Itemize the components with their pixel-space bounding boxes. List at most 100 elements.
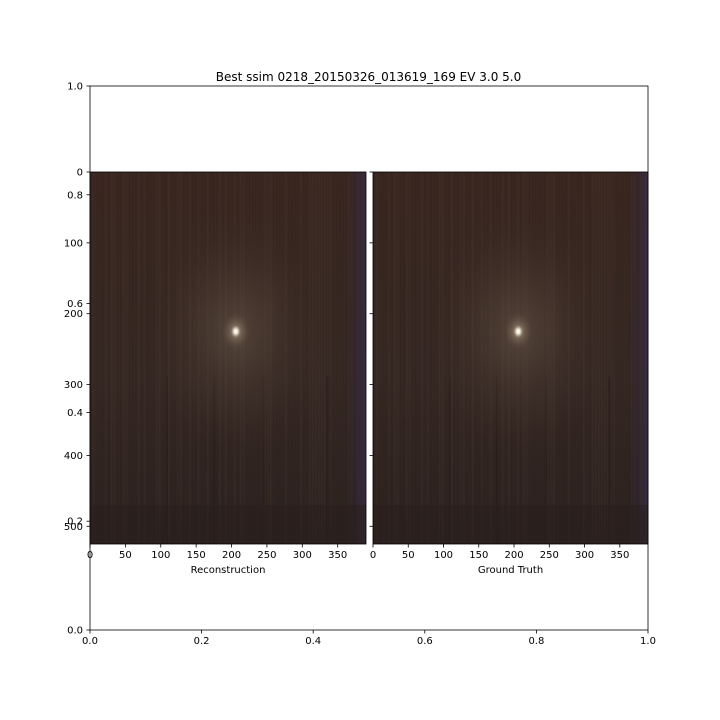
reconstruction-x-tick-label: 150 (187, 550, 206, 561)
outer-y-tick-label: 0.2 (67, 517, 83, 528)
reconstruction-image-edge (346, 172, 366, 544)
outer-y-tick-label: 1.0 (67, 82, 83, 93)
ground-truth-texture-stripe (388, 172, 390, 544)
reconstruction-texture-stripe (120, 172, 122, 544)
reconstruction-x-tick-label: 50 (119, 550, 132, 561)
reconstruction-texture-stripe (105, 172, 107, 544)
outer-y-ticks: 0.0 0.2 0.4 0.6 0.8 1.0 (67, 82, 90, 637)
reconstruction-texture-stripe (117, 172, 119, 544)
outer-x-tick-label: 0.0 (82, 636, 98, 647)
ground-truth-axes: 0 50 100 150 200 250 300 350 Ground Truth (369, 171, 649, 576)
reconstruction-bright-spot (221, 313, 250, 350)
reconstruction-x-tick-label: 200 (222, 550, 241, 561)
ground-truth-texture-stripe (409, 172, 411, 544)
reconstruction-texture-stripe (132, 172, 134, 544)
reconstruction-texture-stripe (336, 172, 338, 544)
reconstruction-x-tick-label: 250 (257, 550, 276, 561)
outer-x-tick-label: 0.2 (194, 636, 210, 647)
reconstruction-y-tick-label: 100 (64, 238, 83, 249)
reconstruction-texture-stripe (111, 172, 113, 544)
ground-truth-texture-stripe (421, 172, 423, 544)
ground-truth-x-tick-label: 150 (469, 550, 488, 561)
ground-truth-texture-stripe (412, 172, 414, 544)
outer-x-tick-label: 0.4 (305, 636, 321, 647)
reconstruction-x-tick-label: 0 (87, 550, 93, 561)
ground-truth-texture-stripe (391, 172, 393, 544)
ground-truth-x-tick-label: 300 (575, 550, 594, 561)
ground-truth-texture-stripe (415, 172, 417, 544)
outer-x-ticks: 0.0 0.2 0.4 0.6 0.8 1.0 (82, 630, 656, 647)
ground-truth-image (373, 172, 648, 544)
ground-truth-texture-stripe (400, 172, 402, 544)
figure-title: Best ssim 0218_20150326_013619_169 EV 3.… (216, 70, 521, 84)
ground-truth-texture-stripe (619, 172, 621, 544)
ground-truth-texture-stripe (625, 172, 627, 544)
ground-truth-texture-stripe (406, 172, 408, 544)
reconstruction-y-tick-label: 400 (64, 451, 83, 462)
reconstruction-texture-stripe (93, 172, 95, 544)
ground-truth-x-tick-label: 100 (434, 550, 453, 561)
ground-truth-texture-stripe (613, 172, 615, 544)
reconstruction-y-tick-label: 300 (64, 380, 83, 391)
reconstruction-y-ticks: 0 100 200 300 400 500 (64, 168, 90, 533)
outer-y-tick-label: 0.6 (67, 299, 83, 310)
reconstruction-texture-stripe (114, 172, 116, 544)
reconstruction-texture-stripe (339, 172, 341, 544)
outer-y-tick-label: 0.4 (67, 408, 83, 419)
reconstruction-x-ticks: 0 50 100 150 200 250 300 350 (87, 544, 347, 561)
ground-truth-texture-stripe (403, 172, 405, 544)
reconstruction-texture-stripe (345, 172, 347, 544)
reconstruction-texture-stripe (138, 172, 140, 544)
reconstruction-image (90, 172, 366, 544)
reconstruction-texture-stripe (141, 172, 143, 544)
reconstruction-texture-stripe (342, 172, 344, 544)
outer-x-tick-label: 1.0 (640, 636, 656, 647)
outer-x-tick-label: 0.6 (417, 636, 433, 647)
ground-truth-x-tick-label: 0 (370, 550, 376, 561)
outer-x-tick-label: 0.8 (528, 636, 544, 647)
reconstruction-texture-stripe (108, 172, 110, 544)
reconstruction-x-tick-label: 300 (293, 550, 312, 561)
ground-truth-texture-stripe (385, 172, 387, 544)
reconstruction-y-tick-label: 200 (64, 309, 83, 320)
ground-truth-frame (372, 171, 649, 545)
reconstruction-texture-stripe (129, 172, 131, 544)
ground-truth-x-tick-label: 200 (504, 550, 523, 561)
ground-truth-texture-stripe (622, 172, 624, 544)
reconstruction-axes: 0 50 100 150 200 250 300 350 0 100 200 300 400 500 R… (64, 168, 367, 576)
reconstruction-x-tick-label: 350 (328, 550, 347, 561)
ground-truth-texture-stripe (616, 172, 618, 544)
ground-truth-texture-stripe (424, 172, 426, 544)
ground-truth-y-ticks (369, 171, 373, 527)
ground-truth-x-tick-label: 50 (402, 550, 415, 561)
reconstruction-image-ground (90, 505, 366, 544)
reconstruction-texture-stripe (333, 172, 335, 544)
ground-truth-image-edge (628, 172, 648, 544)
reconstruction-frame (89, 171, 367, 545)
ground-truth-texture-stripe (376, 172, 378, 544)
reconstruction-xlabel: Reconstruction (191, 565, 266, 576)
reconstruction-texture-stripe (102, 172, 104, 544)
ground-truth-image-ground (373, 505, 648, 544)
ground-truth-xlabel: Ground Truth (478, 565, 543, 576)
ground-truth-x-ticks: 0 50 100 150 200 250 300 350 (370, 544, 629, 561)
ground-truth-texture-stripe (394, 172, 396, 544)
ground-truth-texture-stripe (373, 172, 375, 544)
ground-truth-bright-spot (504, 313, 533, 350)
ground-truth-texture-stripe (379, 172, 381, 544)
ground-truth-texture-stripe (382, 172, 384, 544)
outer-y-tick-label: 0.0 (67, 626, 83, 637)
reconstruction-x-tick-label: 100 (151, 550, 170, 561)
ground-truth-x-tick-label: 250 (540, 550, 559, 561)
ground-truth-x-tick-label: 350 (610, 550, 629, 561)
reconstruction-texture-stripe (135, 172, 137, 544)
reconstruction-texture-stripe (330, 172, 332, 544)
reconstruction-texture-stripe (123, 172, 125, 544)
reconstruction-texture-stripe (99, 172, 101, 544)
ground-truth-texture-stripe (397, 172, 399, 544)
reconstruction-y-tick-label: 500 (64, 522, 83, 533)
reconstruction-y-tick-label: 0 (77, 168, 83, 179)
ground-truth-texture-stripe (418, 172, 420, 544)
reconstruction-texture-stripe (96, 172, 98, 544)
